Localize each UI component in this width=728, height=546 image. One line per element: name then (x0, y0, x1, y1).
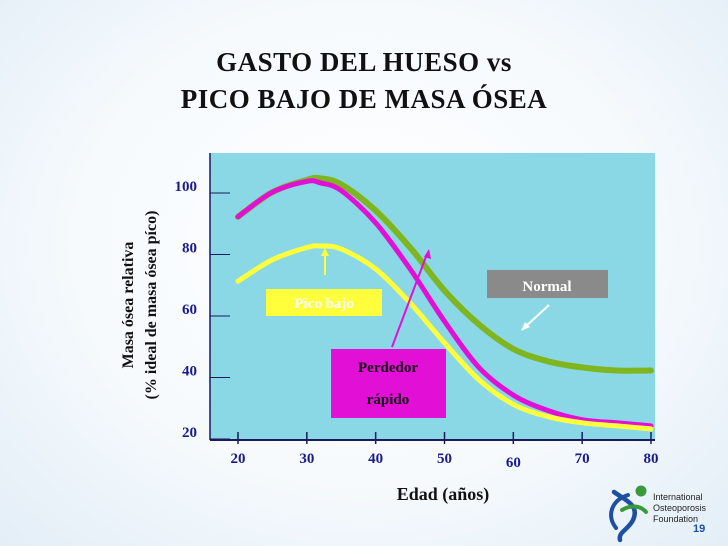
x-tick-label: 30 (299, 451, 314, 467)
perdedor-label-line2: rápido (367, 392, 410, 408)
pico-bajo-label: Pico bajo (294, 296, 354, 312)
logo-text-line1: International (653, 492, 703, 502)
x-tick-label: 50 (437, 451, 452, 467)
perdedor-arrowhead (424, 249, 431, 259)
series-line-perdedor-r-pido (235, 178, 654, 429)
y-tick-label: 20 (182, 425, 197, 441)
series-line-pico-bajo (235, 243, 654, 432)
iof-logo-icon (609, 485, 648, 543)
pico-bajo-label-box (266, 289, 382, 316)
perdedor-arrow (391, 253, 428, 348)
y-tick-label: 80 (182, 241, 197, 257)
x-tick-label: 80 (644, 451, 659, 467)
chart-title-line1: GASTO DEL HUESO vs (216, 47, 512, 77)
chart-title-line2: PICO BAJO DE MASA ÓSEA (180, 84, 548, 114)
y-tick-label: 60 (182, 302, 197, 318)
normal-arrow (523, 304, 550, 329)
x-tick-label: 60 (506, 455, 521, 471)
perdedor-label-line1: Perdedor (358, 360, 418, 376)
x-axis-title: Edad (años) (397, 484, 490, 505)
x-tick-label: 20 (231, 451, 246, 467)
pico-bajo-arrowhead (321, 248, 329, 256)
logo-text-line2: Osteoporosis (653, 503, 707, 513)
page-number: 19 (693, 523, 706, 535)
normal-label-box (487, 270, 608, 298)
normal-label: Normal (522, 279, 571, 295)
logo-text-line3: Foundation (653, 514, 699, 524)
x-tick-label: 70 (575, 451, 590, 467)
y-axis-title-line1: Masa ósea relativa (120, 242, 137, 369)
y-axis-title-line2: (% ideal de masa ósea píco) (143, 211, 160, 400)
y-tick-label: 100 (175, 179, 198, 195)
x-tick-label: 40 (368, 451, 383, 467)
normal-arrowhead (521, 322, 530, 331)
perdedor-label-box (331, 349, 446, 418)
y-tick-label: 40 (182, 364, 197, 380)
